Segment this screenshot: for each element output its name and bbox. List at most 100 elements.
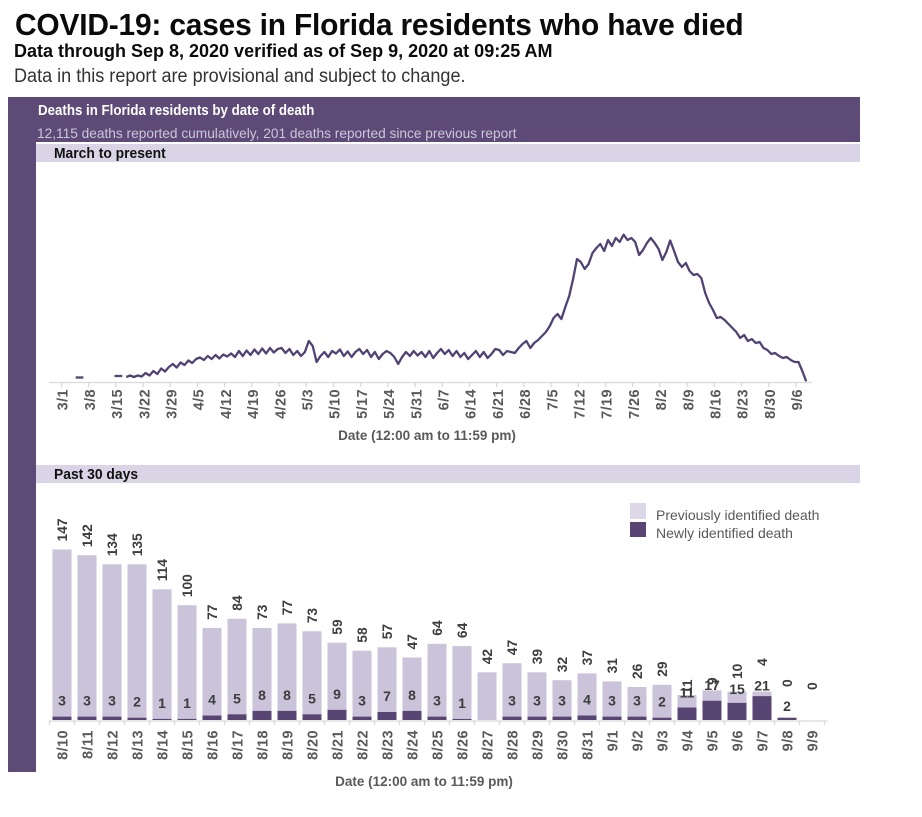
svg-text:77: 77: [280, 600, 295, 616]
svg-text:73: 73: [305, 608, 320, 624]
svg-text:3/1: 3/1: [56, 389, 72, 410]
svg-text:9/1: 9/1: [605, 730, 621, 751]
svg-text:3: 3: [108, 693, 116, 709]
svg-text:9/7: 9/7: [755, 730, 771, 751]
svg-text:114: 114: [155, 559, 170, 582]
svg-text:1: 1: [158, 695, 166, 711]
svg-text:3: 3: [83, 693, 91, 709]
svg-text:7: 7: [383, 688, 391, 704]
svg-text:3: 3: [533, 693, 541, 709]
svg-text:8/27: 8/27: [480, 730, 496, 760]
svg-text:32: 32: [555, 657, 570, 673]
svg-text:8/30: 8/30: [763, 389, 779, 419]
svg-text:9: 9: [705, 677, 720, 685]
svg-text:2: 2: [658, 694, 666, 710]
svg-text:9/2: 9/2: [630, 730, 646, 751]
svg-text:8/22: 8/22: [355, 730, 371, 760]
svg-text:6/14: 6/14: [464, 389, 480, 419]
svg-text:0: 0: [780, 679, 795, 687]
svg-text:31: 31: [605, 658, 620, 674]
svg-text:9/6: 9/6: [790, 389, 806, 410]
svg-text:5/3: 5/3: [301, 389, 317, 410]
svg-text:135: 135: [130, 533, 145, 556]
svg-text:4/19: 4/19: [246, 389, 262, 419]
svg-text:3: 3: [608, 693, 616, 709]
svg-text:7/5: 7/5: [545, 389, 561, 410]
svg-text:3: 3: [58, 693, 66, 709]
svg-text:8/10: 8/10: [55, 730, 71, 760]
svg-text:8/2: 8/2: [654, 389, 670, 410]
svg-text:6/28: 6/28: [518, 389, 534, 419]
svg-text:4/12: 4/12: [219, 389, 235, 419]
svg-text:58: 58: [355, 627, 370, 643]
svg-text:57: 57: [380, 624, 395, 640]
svg-text:8/20: 8/20: [305, 730, 321, 760]
svg-text:5/10: 5/10: [328, 389, 344, 419]
svg-text:8/26: 8/26: [455, 730, 471, 760]
svg-text:59: 59: [330, 619, 345, 635]
svg-text:84: 84: [230, 595, 245, 611]
svg-text:47: 47: [405, 634, 420, 650]
svg-text:9/9: 9/9: [805, 730, 821, 751]
svg-text:8/14: 8/14: [155, 730, 171, 760]
svg-text:4: 4: [208, 692, 216, 708]
svg-text:8/16: 8/16: [205, 730, 221, 760]
svg-text:29: 29: [655, 661, 670, 677]
svg-text:3/29: 3/29: [165, 389, 181, 419]
svg-text:Date (12:00 am to 11:59 pm): Date (12:00 am to 11:59 pm): [338, 428, 516, 443]
svg-text:3: 3: [633, 693, 641, 709]
svg-text:3: 3: [508, 693, 516, 709]
svg-text:9/5: 9/5: [705, 730, 721, 751]
svg-text:3/22: 3/22: [137, 389, 153, 419]
svg-text:26: 26: [630, 663, 645, 679]
svg-text:8/11: 8/11: [80, 730, 96, 759]
svg-text:8/18: 8/18: [255, 730, 271, 760]
svg-text:8: 8: [283, 687, 291, 703]
svg-text:9/4: 9/4: [680, 730, 696, 751]
svg-text:10: 10: [730, 663, 745, 679]
svg-text:8/25: 8/25: [430, 730, 446, 760]
svg-text:77: 77: [205, 604, 220, 620]
svg-text:0: 0: [805, 682, 820, 690]
svg-text:3/15: 3/15: [110, 389, 126, 419]
svg-text:8/24: 8/24: [405, 730, 421, 760]
svg-text:8/12: 8/12: [105, 730, 121, 760]
svg-text:8/16: 8/16: [709, 389, 725, 419]
svg-text:7/19: 7/19: [600, 389, 616, 419]
svg-text:8/28: 8/28: [505, 730, 521, 760]
svg-text:6/7: 6/7: [437, 389, 453, 410]
svg-text:8/29: 8/29: [530, 730, 546, 760]
svg-text:8/17: 8/17: [230, 730, 246, 760]
svg-text:5: 5: [233, 690, 241, 706]
svg-text:1: 1: [183, 695, 191, 711]
svg-text:8/9: 8/9: [681, 389, 697, 410]
svg-text:64: 64: [455, 622, 470, 638]
svg-text:9/8: 9/8: [780, 730, 796, 751]
svg-text:64: 64: [430, 620, 445, 636]
svg-text:Date (12:00 am to 11:59 pm): Date (12:00 am to 11:59 pm): [335, 774, 513, 789]
svg-text:8/21: 8/21: [330, 730, 346, 760]
svg-text:3: 3: [358, 693, 366, 709]
svg-text:1: 1: [458, 695, 466, 711]
svg-text:8/31: 8/31: [580, 730, 596, 760]
svg-text:11: 11: [680, 679, 695, 694]
svg-text:134: 134: [105, 533, 120, 556]
svg-text:2: 2: [783, 698, 791, 714]
svg-text:142: 142: [80, 524, 95, 547]
svg-text:4/5: 4/5: [192, 389, 208, 410]
svg-text:9/3: 9/3: [655, 730, 671, 751]
svg-text:15: 15: [729, 681, 745, 697]
svg-text:8/19: 8/19: [280, 730, 296, 760]
svg-text:2: 2: [133, 694, 141, 710]
svg-text:100: 100: [180, 574, 195, 597]
svg-text:3: 3: [558, 693, 566, 709]
svg-text:5/31: 5/31: [409, 389, 425, 419]
svg-text:17: 17: [704, 677, 720, 693]
svg-text:8: 8: [258, 687, 266, 703]
svg-text:6/21: 6/21: [491, 389, 507, 419]
svg-text:8/30: 8/30: [555, 730, 571, 760]
svg-text:21: 21: [754, 678, 770, 694]
svg-text:73: 73: [255, 604, 270, 620]
svg-text:147: 147: [55, 518, 70, 541]
svg-text:3: 3: [433, 693, 441, 709]
